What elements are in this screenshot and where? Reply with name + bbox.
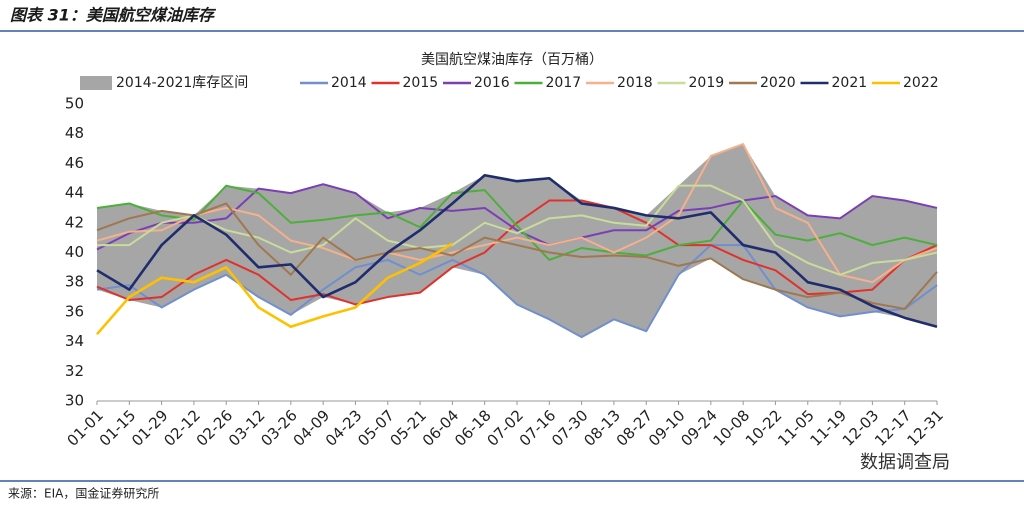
x-tick-label: 11-05 — [774, 406, 818, 450]
x-tick-label: 04-09 — [290, 406, 334, 450]
series-line — [96, 143, 938, 284]
x-tick-label: 11-19 — [807, 406, 851, 450]
series-line — [97, 184, 938, 276]
x-tick-label: 09-24 — [677, 406, 721, 450]
x-tick-label: 02-26 — [193, 406, 237, 450]
y-tick-label: 46 — [65, 154, 84, 172]
chart-title: 美国航空煤油库存（百万桶） — [421, 52, 603, 68]
series-line — [96, 183, 938, 251]
x-tick-label: 01-29 — [128, 406, 172, 450]
y-tick-label: 30 — [65, 392, 84, 410]
x-tick-label: 06-18 — [451, 406, 495, 450]
legend-label: 2018 — [617, 75, 653, 91]
x-tick-label: 12-03 — [839, 406, 883, 450]
legend-label: 2014-2021库存区间 — [116, 75, 248, 91]
series-line — [96, 202, 938, 310]
watermark: 数据调查局 — [860, 452, 950, 473]
y-tick-label: 40 — [65, 243, 84, 261]
x-tick-label: 10-08 — [710, 406, 754, 450]
x-tick-label: 04-23 — [322, 406, 366, 450]
x-tick-label: 12-31 — [903, 406, 947, 450]
series-line — [96, 173, 938, 329]
footer-source: 来源：EIA，国金证券研究所 — [8, 486, 159, 501]
x-tick-label: 01-15 — [96, 406, 140, 450]
x-tick-label: 03-26 — [257, 406, 301, 450]
legend-label: 2016 — [474, 75, 510, 91]
x-tick-label: 07-30 — [548, 406, 592, 450]
x-tick-label: 09-10 — [645, 406, 689, 450]
x-tick-label: 02-12 — [160, 406, 204, 450]
y-tick-label: 34 — [65, 332, 84, 350]
x-tick-label: 05-07 — [354, 406, 398, 450]
series-line — [96, 242, 454, 336]
legend-label: 2020 — [760, 75, 796, 91]
legend-label: 2021 — [832, 75, 868, 91]
legend-label: 2014 — [331, 75, 367, 91]
y-tick-label: 50 — [65, 95, 84, 113]
series-line — [96, 199, 938, 306]
legend-label: 2017 — [546, 75, 582, 91]
x-tick-label: 01-01 — [63, 406, 107, 450]
legend-label: 2022 — [903, 75, 939, 91]
y-tick-label: 48 — [65, 124, 84, 142]
x-tick-label: 06-04 — [419, 406, 463, 450]
legend-label: 2015 — [403, 75, 439, 91]
legend-swatch — [80, 76, 112, 90]
y-tick-label: 42 — [65, 213, 84, 231]
y-tick-label: 44 — [65, 184, 84, 202]
x-tick-label: 07-16 — [516, 406, 560, 450]
x-tick-label: 03-12 — [225, 406, 269, 450]
x-tick-label: 07-02 — [483, 406, 527, 450]
x-tick-label: 08-13 — [580, 406, 624, 450]
header-title: 图表 31：美国航空煤油库存 — [10, 6, 217, 25]
y-tick-label: 32 — [65, 362, 84, 380]
x-tick-label: 10-22 — [742, 406, 786, 450]
x-tick-label: 12-17 — [871, 406, 915, 450]
y-tick-label: 38 — [65, 273, 84, 291]
x-tick-label: 08-27 — [613, 406, 657, 450]
series-line — [96, 184, 938, 261]
y-tick-label: 36 — [65, 302, 84, 320]
x-tick-label: 05-21 — [387, 406, 431, 450]
legend-label: 2019 — [689, 75, 725, 91]
